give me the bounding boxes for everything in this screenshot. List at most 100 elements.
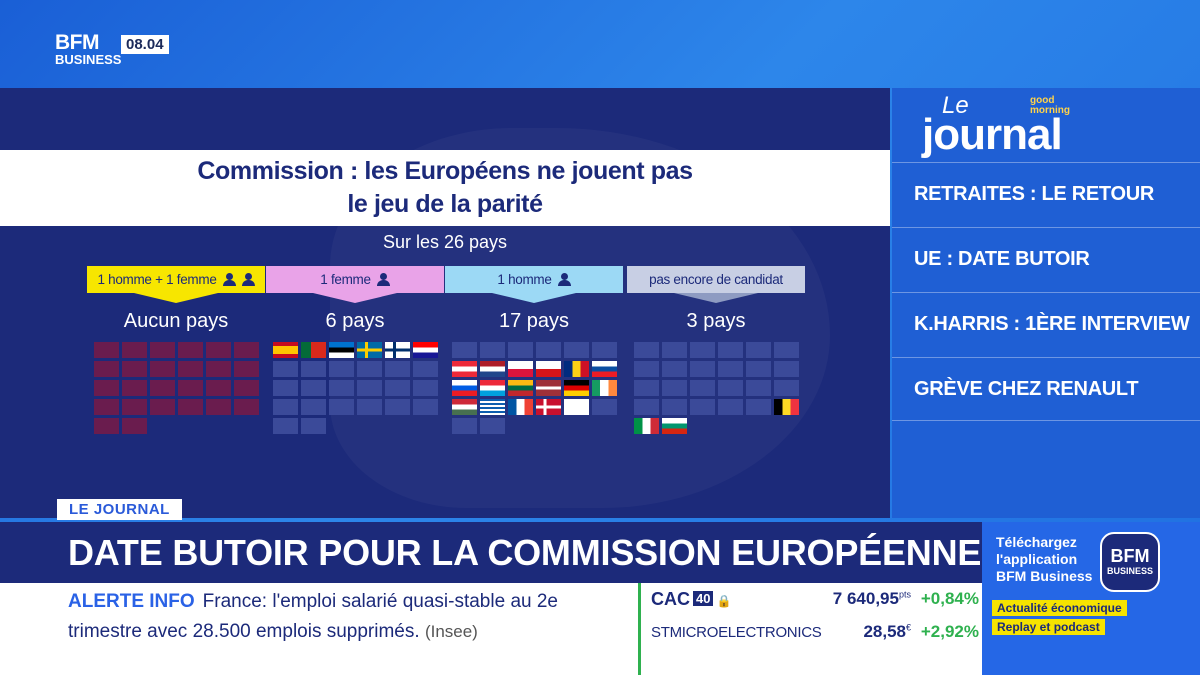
- grid-cell: [300, 418, 326, 434]
- index-value-number: 7 640,95: [832, 589, 899, 608]
- category-count: 3 pays: [686, 310, 746, 332]
- alert-text-1: France: l'emploi salarié quasi-stable au…: [202, 591, 558, 612]
- grid-cell: [591, 399, 617, 415]
- grid-cell: [149, 361, 175, 377]
- grid-cell: [328, 361, 354, 377]
- grid-cell: [412, 399, 438, 415]
- grid-cell: [233, 399, 259, 415]
- category-label: pas encore de candidat: [627, 266, 805, 293]
- grid-cell: [773, 380, 799, 396]
- arrow-down-icon: [313, 293, 397, 303]
- grid-cell: [412, 361, 438, 377]
- flag-se-icon: [356, 342, 382, 358]
- grid-cell: [93, 380, 119, 396]
- arrow-down-icon: [674, 293, 758, 303]
- flag-hr-icon: [412, 342, 438, 358]
- category-label: 1 homme + 1 femme: [87, 266, 265, 293]
- grid-cell: [535, 342, 561, 358]
- grid-cell: [205, 380, 231, 396]
- grid-cell: [121, 418, 147, 434]
- index-name: CAC 40 🔒: [651, 589, 731, 610]
- grid-cell: [328, 380, 354, 396]
- le-journal-logo: Le journal good morning: [922, 92, 1092, 160]
- category-count: Aucun pays: [123, 310, 229, 332]
- logo-journal: journal: [922, 110, 1063, 159]
- grid-cell: [233, 380, 259, 396]
- grid-cell: [773, 361, 799, 377]
- arrow-down-icon: [134, 293, 218, 303]
- grid-cell: [773, 342, 799, 358]
- promo-chip-news: Actualité économique: [992, 600, 1127, 616]
- grid-cell: [149, 380, 175, 396]
- lock-icon: 🔒: [716, 594, 732, 608]
- good-morning-badge: good morning: [1030, 95, 1070, 116]
- grid-cell: [451, 342, 477, 358]
- grid-cell: [121, 361, 147, 377]
- sidebar: Le journal good morning RETRAITES : LE R…: [892, 88, 1200, 518]
- grid-cell: [745, 380, 771, 396]
- grid-cell: [205, 399, 231, 415]
- flag-fr-icon: [507, 399, 533, 415]
- grid-cell: [149, 399, 175, 415]
- grid-cell: [745, 361, 771, 377]
- grid-cell: [717, 399, 743, 415]
- promo-line-3: BFM Business: [996, 568, 1093, 584]
- grid-cell: [356, 361, 382, 377]
- title-line-1: Commission : les Européens ne jouent pas: [197, 157, 693, 185]
- grid-cell: [272, 418, 298, 434]
- sidebar-item-ue: UE : DATE BUTOIR: [892, 227, 1200, 291]
- grid-cell: [121, 399, 147, 415]
- man-icon: [222, 273, 236, 286]
- alert-label: ALERTE INFO: [68, 591, 195, 612]
- stock-value: 28,58€: [863, 622, 911, 642]
- flag-ie-icon: [591, 380, 617, 396]
- grid-cell: [717, 380, 743, 396]
- category-text: 1 homme + 1 femme: [97, 272, 217, 287]
- grid-cell: [272, 380, 298, 396]
- grid-cell: [177, 380, 203, 396]
- stock-change: +2,92%: [920, 622, 979, 641]
- grid-cell: [233, 361, 259, 377]
- flag-cy-icon: [563, 399, 589, 415]
- category-column-man: 1 homme 17 pays: [445, 266, 623, 434]
- grid-cell: [479, 418, 505, 434]
- grid-cell: [745, 342, 771, 358]
- grid-cell: [633, 342, 659, 358]
- logo-le: Le: [942, 92, 969, 119]
- flag-nl-icon: [479, 361, 505, 377]
- country-grid: [627, 342, 805, 434]
- grid-cell: [384, 380, 410, 396]
- flag-pt-icon: [300, 342, 326, 358]
- grid-cell: [121, 380, 147, 396]
- sidebar-item-renault: GRÈVE CHEZ RENAULT: [892, 357, 1200, 421]
- title-line-2: le jeu de la parité: [347, 190, 543, 218]
- flag-cz-icon: [535, 361, 561, 377]
- alert-ticker: ALERTE INFO France: l'emploi salarié quas…: [0, 583, 638, 675]
- grid-cell: [745, 399, 771, 415]
- index-unit: pts: [898, 589, 911, 600]
- market-row-stock: STMICROELECTRONICS 28,58€ +2,92%: [651, 618, 981, 648]
- flag-ee-icon: [328, 342, 354, 358]
- grid-cell: [717, 342, 743, 358]
- category-label: 1 femme: [266, 266, 444, 293]
- flag-sk-icon: [591, 361, 617, 377]
- flag-de-icon: [563, 380, 589, 396]
- grid-cell: [356, 399, 382, 415]
- grid-cell: [591, 342, 617, 358]
- grid-cell: [412, 380, 438, 396]
- category-label: 1 homme: [445, 266, 623, 293]
- grid-cell: [689, 380, 715, 396]
- grid-cell: [177, 399, 203, 415]
- grid-cell: [93, 418, 119, 434]
- infographic-subtitle: Sur les 26 pays: [382, 232, 508, 252]
- country-grid: [266, 342, 444, 434]
- grid-cell: [633, 361, 659, 377]
- category-text: 1 homme: [497, 272, 552, 287]
- promo-line-2: l'application: [996, 551, 1078, 567]
- grid-cell: [205, 342, 231, 358]
- grid-cell: [272, 361, 298, 377]
- category-text: 1 femme: [320, 272, 371, 287]
- grid-cell: [177, 342, 203, 358]
- bfm-logo-sub: BUSINESS: [55, 52, 122, 67]
- headline-text: DATE BUTOIR POUR LA COMMISSION EUROPÉENN…: [68, 532, 982, 573]
